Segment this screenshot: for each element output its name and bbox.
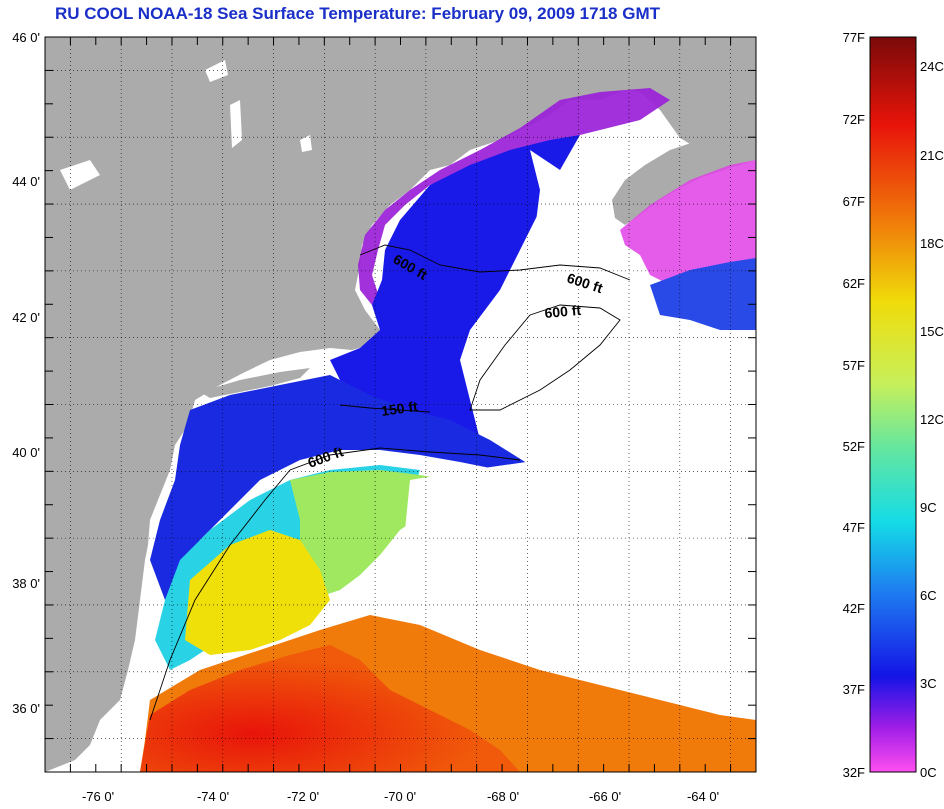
sst-shelf-blue bbox=[150, 375, 530, 600]
legend-c-label: 24C bbox=[920, 59, 944, 74]
land-mass bbox=[45, 37, 756, 772]
legend-c-label: 9C bbox=[920, 500, 937, 515]
map-field bbox=[45, 37, 756, 772]
lon-label: -72 0' bbox=[287, 789, 319, 804]
temperature-legend: 77F 72F 67F 62F 57F 52F 47F 42F 37F 32F … bbox=[843, 30, 944, 780]
legend-c-label: 15C bbox=[920, 324, 944, 339]
sst-gulf-stream-red bbox=[140, 645, 520, 772]
legend-f-label: 52F bbox=[843, 439, 865, 454]
sst-scotian-blue bbox=[650, 258, 756, 330]
depth-contours bbox=[149, 244, 631, 721]
legend-c-label: 21C bbox=[920, 148, 944, 163]
axis-ticks bbox=[44, 36, 757, 773]
contour-600ft-shelf bbox=[149, 447, 521, 721]
lon-label: -68 0' bbox=[487, 789, 519, 804]
contour-150ft bbox=[339, 404, 431, 413]
legend-c-label: 12C bbox=[920, 412, 944, 427]
legend-f-label: 67F bbox=[843, 194, 865, 209]
legend-celsius-labels: 24C 21C 18C 15C 12C 9C 6C 3C 0C bbox=[920, 59, 944, 780]
legend-f-label: 37F bbox=[843, 682, 865, 697]
latitude-labels: 46 0' 44 0' 42 0' 40 0' 38 0' 36 0' bbox=[12, 30, 40, 716]
legend-f-label: 47F bbox=[843, 520, 865, 535]
lat-label: 46 0' bbox=[12, 30, 40, 45]
sst-gulf-maine-blue bbox=[330, 135, 580, 460]
legend-c-label: 0C bbox=[920, 765, 937, 780]
cloud-cover-north bbox=[480, 150, 650, 420]
lon-label: -74 0' bbox=[197, 789, 229, 804]
lon-label: -76 0' bbox=[82, 789, 114, 804]
legend-f-label: 72F bbox=[843, 112, 865, 127]
lat-label: 38 0' bbox=[12, 576, 40, 591]
contour-600ft-georges bbox=[469, 304, 621, 411]
legend-f-label: 32F bbox=[843, 765, 865, 780]
contour-label: 600 ft bbox=[544, 302, 582, 321]
legend-f-label: 42F bbox=[843, 601, 865, 616]
longitude-labels: -76 0' -74 0' -72 0' -70 0' -68 0' -66 0… bbox=[82, 789, 719, 804]
sst-scotian-magenta bbox=[620, 160, 756, 290]
legend-f-label: 57F bbox=[843, 358, 865, 373]
lon-label: -70 0' bbox=[384, 789, 416, 804]
land-long-island bbox=[200, 368, 310, 398]
lat-label: 40 0' bbox=[12, 445, 40, 460]
lat-label: 42 0' bbox=[12, 310, 40, 325]
sst-coastal-purple bbox=[358, 88, 670, 305]
legend-fahrenheit-labels: 77F 72F 67F 62F 57F 52F 47F 42F 37F 32F bbox=[843, 30, 865, 780]
contour-label: 150 ft bbox=[380, 398, 419, 419]
contour-600ft-gulf bbox=[359, 244, 631, 281]
sst-warm-yellow bbox=[185, 530, 330, 655]
legend-c-label: 6C bbox=[920, 588, 937, 603]
legend-c-label: 18C bbox=[920, 236, 944, 251]
legend-f-label: 62F bbox=[843, 276, 865, 291]
land-lakes bbox=[60, 60, 312, 190]
land-nova-scotia bbox=[612, 125, 756, 225]
graticule bbox=[45, 37, 756, 772]
lon-label: -64 0' bbox=[687, 789, 719, 804]
legend-c-label: 3C bbox=[920, 676, 937, 691]
lat-label: 36 0' bbox=[12, 701, 40, 716]
legend-f-label: 77F bbox=[843, 30, 865, 45]
legend-color-bar bbox=[869, 36, 917, 773]
lon-label: -66 0' bbox=[589, 789, 621, 804]
lat-label: 44 0' bbox=[12, 174, 40, 189]
map-title: RU COOL NOAA-18 Sea Surface Temperature:… bbox=[55, 4, 660, 23]
